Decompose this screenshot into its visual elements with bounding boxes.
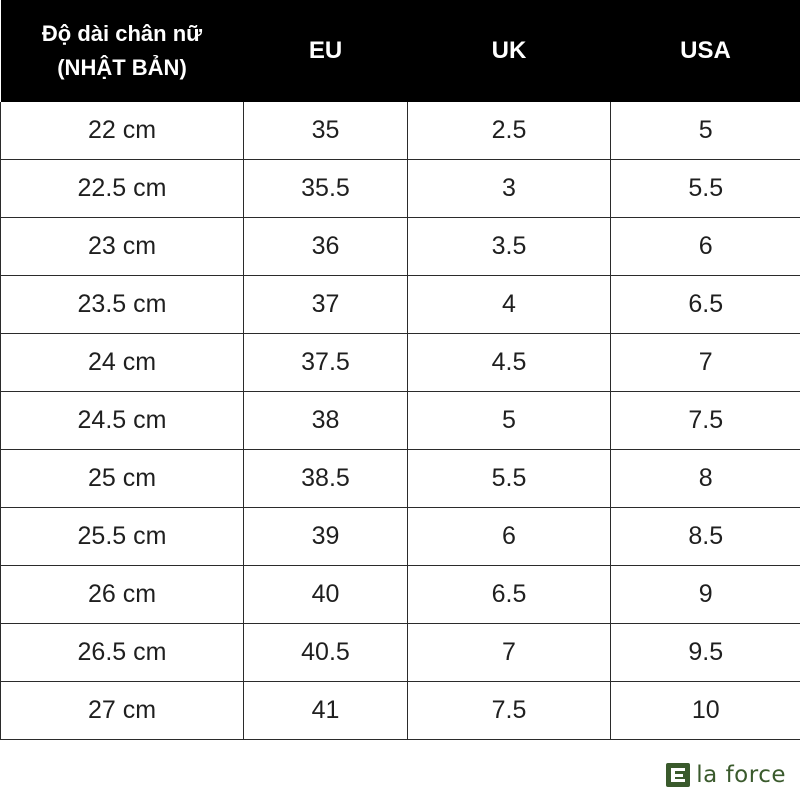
usa-size-cell: 9.5 bbox=[610, 623, 800, 682]
table-row: 22 cm 35 2.5 5 bbox=[0, 102, 800, 160]
foot-length-cell: 23.5 cm bbox=[0, 275, 244, 334]
usa-size-cell: 5 bbox=[610, 102, 800, 160]
foot-length-cell: 25 cm bbox=[0, 449, 244, 508]
size-chart-table: Độ dài chân nữ (NHẬT BẢN) EU UK USA 22 c… bbox=[0, 0, 800, 740]
header-foot-length-line2: (NHẬT BẢN) bbox=[57, 55, 187, 80]
uk-size-cell: 6 bbox=[407, 507, 611, 566]
foot-length-cell: 24 cm bbox=[0, 333, 244, 392]
table-body: 22 cm 35 2.5 5 22.5 cm 35.5 3 5.5 23 cm 36 3.5 6 23.… bbox=[0, 102, 800, 740]
header-eu: EU bbox=[243, 0, 408, 102]
foot-length-cell: 26.5 cm bbox=[0, 623, 244, 682]
usa-size-cell: 10 bbox=[610, 681, 800, 740]
eu-size-cell: 37 bbox=[243, 275, 408, 334]
eu-size-cell: 38.5 bbox=[243, 449, 408, 508]
la-force-logo-icon bbox=[666, 763, 691, 787]
foot-length-cell: 22 cm bbox=[0, 102, 244, 160]
table-row: 24 cm 37.5 4.5 7 bbox=[0, 333, 800, 392]
table-row: 24.5 cm 38 5 7.5 bbox=[0, 391, 800, 450]
header-foot-length-japan: Độ dài chân nữ (NHẬT BẢN) bbox=[0, 0, 244, 102]
usa-size-cell: 5.5 bbox=[610, 159, 800, 218]
foot-length-cell: 24.5 cm bbox=[0, 391, 244, 450]
table-row: 23.5 cm 37 4 6.5 bbox=[0, 275, 800, 334]
header-uk: UK bbox=[407, 0, 611, 102]
usa-size-cell: 9 bbox=[610, 565, 800, 624]
foot-length-cell: 25.5 cm bbox=[0, 507, 244, 566]
table-row: 23 cm 36 3.5 6 bbox=[0, 217, 800, 276]
header-foot-length-line1: Độ dài chân nữ bbox=[41, 21, 203, 46]
usa-size-cell: 6 bbox=[610, 217, 800, 276]
table-row: 25.5 cm 39 6 8.5 bbox=[0, 507, 800, 566]
eu-size-cell: 39 bbox=[243, 507, 408, 566]
uk-size-cell: 5.5 bbox=[407, 449, 611, 508]
usa-size-cell: 8.5 bbox=[610, 507, 800, 566]
foot-length-cell: 22.5 cm bbox=[0, 159, 244, 218]
usa-size-cell: 7.5 bbox=[610, 391, 800, 450]
table-row: 26.5 cm 40.5 7 9.5 bbox=[0, 623, 800, 682]
uk-size-cell: 7.5 bbox=[407, 681, 611, 740]
uk-size-cell: 4.5 bbox=[407, 333, 611, 392]
uk-size-cell: 6.5 bbox=[407, 565, 611, 624]
eu-size-cell: 40.5 bbox=[243, 623, 408, 682]
table-row: 26 cm 40 6.5 9 bbox=[0, 565, 800, 624]
eu-size-cell: 36 bbox=[243, 217, 408, 276]
eu-size-cell: 40 bbox=[243, 565, 408, 624]
header-row: Độ dài chân nữ (NHẬT BẢN) EU UK USA bbox=[0, 0, 800, 102]
uk-size-cell: 3.5 bbox=[407, 217, 611, 276]
table-row: 25 cm 38.5 5.5 8 bbox=[0, 449, 800, 508]
table-row: 27 cm 41 7.5 10 bbox=[0, 681, 800, 740]
usa-size-cell: 8 bbox=[610, 449, 800, 508]
brand-logo: la force bbox=[666, 762, 786, 788]
foot-length-cell: 23 cm bbox=[0, 217, 244, 276]
usa-size-cell: 6.5 bbox=[610, 275, 800, 334]
eu-size-cell: 38 bbox=[243, 391, 408, 450]
table-header: Độ dài chân nữ (NHẬT BẢN) EU UK USA bbox=[0, 0, 800, 102]
table-row: 22.5 cm 35.5 3 5.5 bbox=[0, 159, 800, 218]
uk-size-cell: 7 bbox=[407, 623, 611, 682]
uk-size-cell: 3 bbox=[407, 159, 611, 218]
header-usa: USA bbox=[610, 0, 800, 102]
foot-length-cell: 26 cm bbox=[0, 565, 244, 624]
brand-name: la force bbox=[696, 762, 786, 788]
eu-size-cell: 35 bbox=[243, 102, 408, 160]
uk-size-cell: 4 bbox=[407, 275, 611, 334]
uk-size-cell: 2.5 bbox=[407, 102, 611, 160]
eu-size-cell: 35.5 bbox=[243, 159, 408, 218]
eu-size-cell: 37.5 bbox=[243, 333, 408, 392]
foot-length-cell: 27 cm bbox=[0, 681, 244, 740]
eu-size-cell: 41 bbox=[243, 681, 408, 740]
usa-size-cell: 7 bbox=[610, 333, 800, 392]
uk-size-cell: 5 bbox=[407, 391, 611, 450]
